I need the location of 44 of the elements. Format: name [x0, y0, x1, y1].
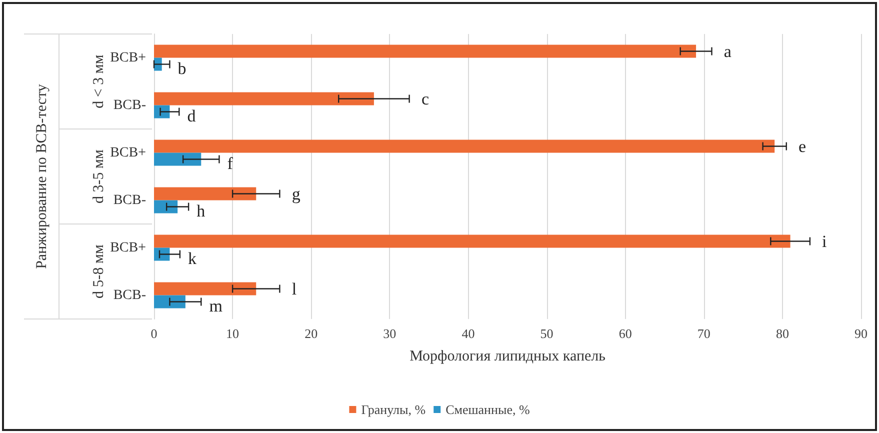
y-tick-label: BCB+ [110, 50, 146, 66]
bar [154, 295, 186, 308]
data-label: f [227, 154, 234, 173]
data-label: a [724, 42, 732, 61]
data-label: m [209, 296, 222, 316]
x-tick-label: 10 [226, 326, 240, 341]
bar [154, 152, 202, 166]
data-label: b [178, 58, 186, 78]
y-axis-title: Ранжирование по BCB-тесту [34, 84, 50, 269]
x-tick-label: 50 [540, 326, 554, 341]
x-tick-label: 0 [150, 326, 158, 341]
y-tick-label: BCB- [113, 288, 146, 303]
data-label: l [292, 279, 297, 298]
x-tick-label: 90 [854, 326, 868, 341]
x-tick-label: 40 [462, 326, 475, 341]
x-tick-label: 30 [383, 326, 396, 341]
bar [154, 234, 790, 248]
data-label: e [798, 136, 806, 156]
y-tick-label: BCB+ [110, 240, 146, 256]
data-label: d [187, 106, 196, 126]
y-tick-label: BCB+ [110, 145, 146, 160]
bar [154, 44, 696, 58]
legend-label: Гранулы, % [361, 402, 426, 417]
y-tick-label: BCB- [113, 192, 146, 208]
data-label: k [188, 248, 197, 268]
bar [154, 140, 775, 153]
data-label: i [822, 232, 828, 251]
x-axis-title: Морфология липидных капель [410, 348, 606, 364]
text: d 3-5 мм [91, 149, 107, 204]
bar [154, 282, 256, 296]
bar [154, 92, 374, 106]
y-tick-label: BCB- [113, 98, 146, 113]
x-tick-label: 20 [304, 326, 318, 341]
legend-label: Смешанные, % [446, 402, 530, 417]
bar [154, 187, 256, 200]
data-label: h [196, 201, 206, 220]
text: d 5-8 мм [91, 244, 107, 298]
text: d < 3 мм [91, 54, 107, 108]
x-tick-label: 80 [776, 326, 789, 341]
data-label: g [292, 184, 301, 204]
data-label: c [422, 89, 430, 108]
x-tick-label: 60 [618, 326, 632, 341]
x-tick-label: 70 [697, 326, 710, 341]
bar [154, 200, 178, 214]
